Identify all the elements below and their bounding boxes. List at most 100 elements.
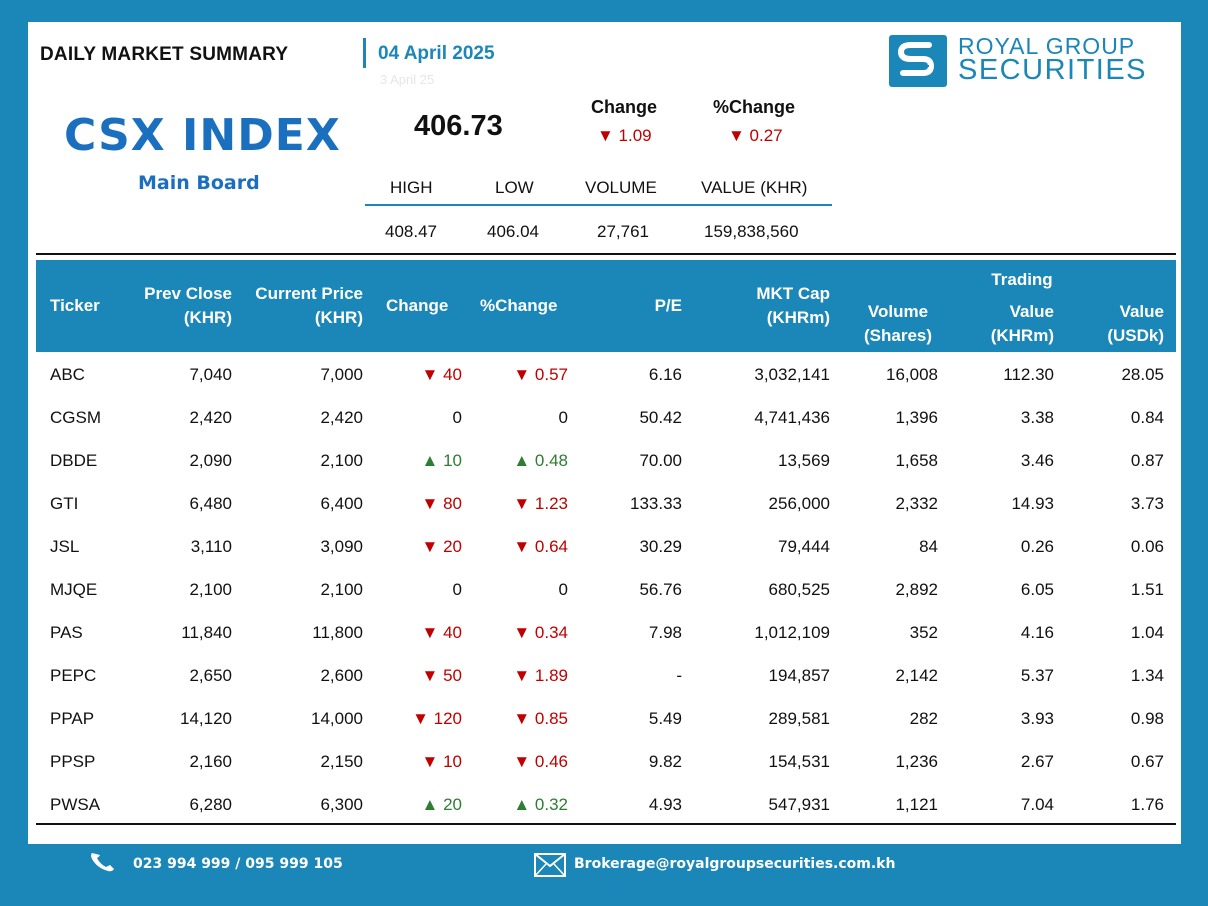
table-row: DBDE 2,090 2,100 ▲ 10 ▲ 0.48 70.00 13,569 1,658… bbox=[36, 439, 1176, 482]
cell-vkhr: 2.67 bbox=[1020, 752, 1054, 771]
cell-ticker: GTI bbox=[50, 494, 79, 513]
cell-vusd: 0.67 bbox=[1130, 752, 1164, 771]
cell-chg: ▼ 80 bbox=[421, 494, 462, 513]
table-header: Ticker Prev Close (KHR) Current Price (K… bbox=[36, 260, 1176, 352]
cell-vusd: 1.04 bbox=[1130, 623, 1164, 642]
col-value-usd-line2: (USDk) bbox=[1107, 326, 1164, 345]
cell-vkhr: 7.04 bbox=[1020, 795, 1054, 814]
cell-pe: 30.29 bbox=[639, 537, 682, 556]
cell-ticker: PPSP bbox=[50, 752, 96, 771]
cell-cap: 13,569 bbox=[778, 451, 830, 470]
brand-line-1: ROYAL GROUP bbox=[958, 33, 1136, 59]
cell-prev: 3,110 bbox=[190, 537, 232, 556]
cell-cap: 154,531 bbox=[768, 752, 830, 771]
table-body: ABC 7,040 7,000 ▼ 40 ▼ 0.57 6.16 3,032,141 16,0… bbox=[36, 353, 1176, 826]
cell-vol: 16,008 bbox=[886, 365, 938, 384]
cell-vol: 1,236 bbox=[895, 752, 938, 771]
footer-email[interactable]: Brokerage@royalgroupsecurities.com.kh bbox=[574, 856, 896, 872]
table-row: PPSP 2,160 2,150 ▼ 10 ▼ 0.46 9.82 154,531 1,236… bbox=[36, 740, 1176, 783]
cell-cap: 79,444 bbox=[778, 537, 830, 556]
cell-cur: 2,100 bbox=[320, 451, 363, 470]
cell-cur: 11,800 bbox=[312, 623, 363, 642]
cell-pct: 0 bbox=[558, 408, 568, 427]
change-label: Change bbox=[591, 97, 658, 117]
cell-cur: 14,000 bbox=[311, 709, 363, 728]
index-board: Main Board bbox=[138, 172, 260, 194]
cell-ticker: MJQE bbox=[50, 580, 98, 599]
brand-logo-icon bbox=[889, 35, 947, 87]
cell-ticker: ABC bbox=[50, 365, 85, 384]
envelope-icon bbox=[534, 853, 566, 882]
cell-vusd: 0.84 bbox=[1130, 408, 1164, 427]
cell-chg: ▼ 120 bbox=[412, 709, 462, 728]
cell-vkhr: 3.46 bbox=[1020, 451, 1054, 470]
table-bottom-rule bbox=[36, 823, 1176, 825]
cell-vusd: 1.51 bbox=[1130, 580, 1164, 599]
cell-chg: ▼ 20 bbox=[421, 537, 462, 556]
table-row: GTI 6,480 6,400 ▼ 80 ▼ 1.23 133.33 256,000 2,33… bbox=[36, 482, 1176, 525]
index-name: CSX INDEX bbox=[64, 110, 341, 161]
cell-pe: 133.33 bbox=[630, 494, 682, 513]
cell-cur: 6,400 bbox=[320, 494, 363, 513]
cell-cap: 547,931 bbox=[768, 795, 830, 814]
index-value: 406.73 bbox=[414, 110, 503, 142]
col-prev-close-line2: (KHR) bbox=[183, 308, 232, 327]
cell-chg: 0 bbox=[452, 408, 462, 427]
col-value-usd-line1: Value bbox=[1119, 302, 1164, 321]
value-label: VALUE (KHR) bbox=[701, 178, 808, 197]
cell-cur: 2,600 bbox=[320, 666, 363, 685]
cell-vusd: 0.06 bbox=[1130, 537, 1164, 556]
col-prev-close: Prev Close (KHR) bbox=[116, 282, 232, 330]
table-row: PWSA 6,280 6,300 ▲ 20 ▲ 0.32 4.93 547,931 1,121… bbox=[36, 783, 1176, 826]
report-date: 04 April 2025 bbox=[378, 43, 495, 64]
col-current-price: Current Price (KHR) bbox=[236, 282, 363, 330]
phone-icon bbox=[88, 850, 118, 879]
col-current-price-line2: (KHR) bbox=[314, 308, 363, 327]
cell-prev: 14,120 bbox=[180, 709, 232, 728]
stats-underline bbox=[365, 204, 832, 206]
cell-vol: 352 bbox=[909, 623, 938, 642]
col-mkt-cap-line2: (KHRm) bbox=[766, 308, 830, 327]
col-value-khr-line1: Value bbox=[1009, 302, 1054, 321]
summary-card: DAILY MARKET SUMMARY 04 April 2025 3 Apr… bbox=[28, 22, 1181, 844]
cell-cap: 256,000 bbox=[768, 494, 830, 513]
cell-chg: ▲ 10 bbox=[421, 451, 462, 470]
col-mkt-cap: MKT Cap (KHRm) bbox=[716, 282, 830, 330]
cell-ticker: PWSA bbox=[50, 795, 101, 814]
cell-prev: 2,100 bbox=[189, 580, 232, 599]
col-change: Change bbox=[386, 296, 449, 315]
cell-cur: 3,090 bbox=[320, 537, 363, 556]
cell-prev: 6,480 bbox=[189, 494, 232, 513]
col-value-khr: Value (KHRm) bbox=[956, 300, 1054, 348]
footer-phone: 023 994 999 / 095 999 105 bbox=[133, 856, 343, 872]
col-current-price-line1: Current Price bbox=[255, 284, 363, 303]
low-value: 406.04 bbox=[487, 222, 539, 241]
cell-pe: 7.98 bbox=[648, 623, 682, 642]
cell-chg: ▼ 10 bbox=[421, 752, 462, 771]
cell-cap: 1,012,109 bbox=[754, 623, 830, 642]
table-row: CGSM 2,420 2,420 0 0 50.42 4,741,436 1,396 3.38 0… bbox=[36, 396, 1176, 439]
cell-vol: 282 bbox=[909, 709, 938, 728]
table-row: MJQE 2,100 2,100 0 0 56.76 680,525 2,892 6.05 1.5… bbox=[36, 568, 1176, 611]
cell-vusd: 0.87 bbox=[1130, 451, 1164, 470]
cell-vkhr: 6.05 bbox=[1020, 580, 1054, 599]
cell-vusd: 0.98 bbox=[1130, 709, 1164, 728]
cell-prev: 2,090 bbox=[189, 451, 232, 470]
pct-change-value: ▼ 0.27 bbox=[728, 126, 783, 145]
cell-prev: 2,420 bbox=[189, 408, 232, 427]
high-label: HIGH bbox=[390, 178, 433, 197]
cell-vol: 2,332 bbox=[895, 494, 938, 513]
cell-prev: 11,840 bbox=[181, 623, 232, 642]
cell-chg: ▼ 50 bbox=[421, 666, 462, 685]
table-row: JSL 3,110 3,090 ▼ 20 ▼ 0.64 30.29 79,444 84 0.26… bbox=[36, 525, 1176, 568]
cell-ticker: JSL bbox=[50, 537, 80, 556]
cell-vkhr: 4.16 bbox=[1020, 623, 1054, 642]
cell-prev: 7,040 bbox=[189, 365, 232, 384]
cell-ticker: PAS bbox=[50, 623, 83, 642]
table-row: PAS 11,840 11,800 ▼ 40 ▼ 0.34 7.98 1,012,109 35… bbox=[36, 611, 1176, 654]
cell-vkhr: 3.93 bbox=[1020, 709, 1054, 728]
volume-label: VOLUME bbox=[585, 178, 657, 197]
cell-pct: ▼ 0.34 bbox=[513, 623, 568, 642]
cell-pct: ▼ 0.64 bbox=[513, 537, 568, 556]
cell-cur: 2,100 bbox=[320, 580, 363, 599]
